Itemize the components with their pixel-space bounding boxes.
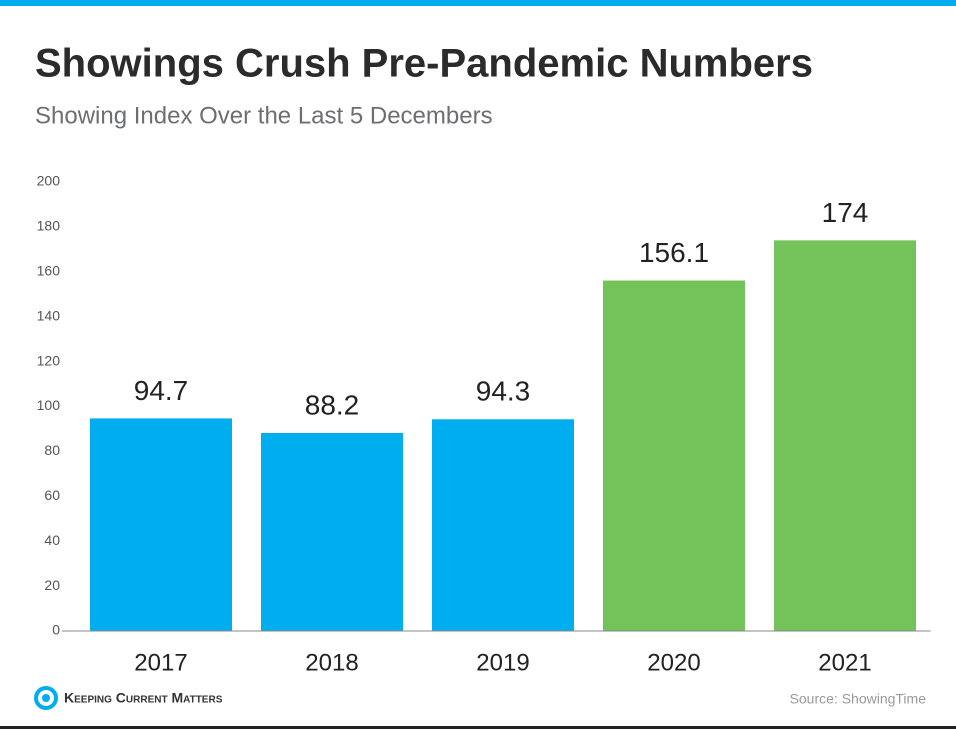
- chart-subtitle: Showing Index Over the Last 5 Decembers: [35, 102, 493, 129]
- value-label: 88.2: [305, 389, 360, 420]
- bottom-strip: [0, 726, 956, 729]
- value-label: 94.7: [134, 375, 189, 406]
- y-tick-label: 0: [52, 622, 60, 638]
- top-strip: [0, 0, 956, 6]
- value-label: 94.3: [476, 376, 531, 407]
- source: Source: ShowingTime: [790, 691, 927, 707]
- x-tick-label: 2019: [476, 649, 529, 676]
- y-tick-label: 180: [37, 218, 61, 234]
- x-tick-label: 2020: [647, 649, 700, 676]
- y-tick-label: 60: [44, 487, 60, 503]
- y-tick-label: 100: [37, 397, 61, 413]
- y-tick-label: 200: [37, 173, 61, 189]
- y-tick-label: 80: [44, 442, 60, 458]
- y-tick-label: 120: [37, 352, 61, 368]
- chart-title: Showings Crush Pre-Pandemic Numbers: [35, 42, 813, 86]
- value-label: 156.1: [639, 237, 709, 268]
- brand-logo: [34, 686, 58, 710]
- y-tick-label: 160: [37, 263, 61, 279]
- value-label: 174: [822, 197, 869, 228]
- y-tick-label: 40: [44, 532, 60, 548]
- bar: [432, 419, 574, 631]
- bar: [774, 240, 916, 631]
- bar: [603, 280, 745, 631]
- x-tick-label: 2017: [134, 649, 187, 676]
- x-tick-label: 2018: [305, 649, 358, 676]
- x-tick-label: 2021: [818, 649, 871, 676]
- bar: [90, 418, 232, 631]
- y-tick-label: 140: [37, 307, 61, 323]
- brand-name: Keeping Current Matters: [64, 690, 223, 706]
- y-tick-label: 20: [44, 577, 60, 593]
- bar: [261, 432, 403, 631]
